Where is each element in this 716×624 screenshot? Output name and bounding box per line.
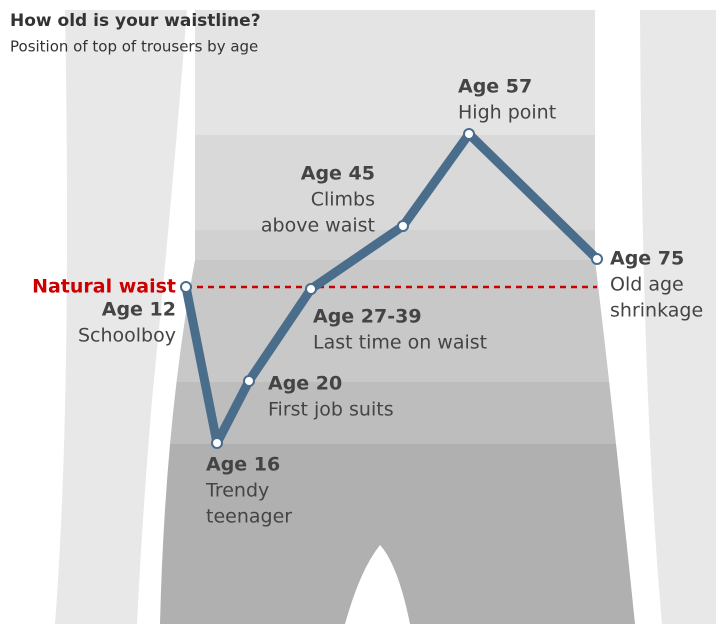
point: [591, 253, 603, 265]
plot: Age 12 Schoolboy Age 16 Trendy teenager Age 2…: [78, 76, 703, 528]
age-label: Age 12: [102, 299, 176, 321]
point: [243, 375, 255, 387]
subtitle: Position of top of trousers by age: [10, 38, 258, 56]
note-label: Schoolboy: [78, 325, 176, 347]
note-label: High point: [458, 102, 556, 124]
note-label: First job suits: [268, 399, 394, 421]
age-label: Age 57: [458, 76, 532, 98]
note-label: Climbs: [311, 189, 375, 211]
age-label: Age 16: [206, 454, 280, 476]
right-arm: [640, 10, 716, 624]
torso: [160, 10, 635, 624]
age-label: Age 27-39: [313, 306, 422, 328]
age-label: Age 20: [268, 373, 342, 395]
title: How old is your waistline?: [10, 11, 261, 31]
point: [463, 128, 475, 140]
age-label: Age 45: [301, 163, 375, 185]
age-label: Age 75: [610, 248, 684, 270]
note-label: Last time on waist: [313, 332, 487, 354]
note-label: teenager: [206, 506, 292, 528]
point: [397, 220, 409, 232]
point: [305, 283, 317, 295]
note-label: above waist: [261, 215, 375, 237]
note-label: Trendy: [205, 480, 269, 502]
note-label: shrinkage: [610, 300, 703, 322]
point: [180, 281, 192, 293]
point: [211, 437, 223, 449]
note-label: Old age: [610, 274, 684, 296]
waist-label: Natural waist: [32, 276, 176, 298]
left-arm: [55, 10, 187, 624]
